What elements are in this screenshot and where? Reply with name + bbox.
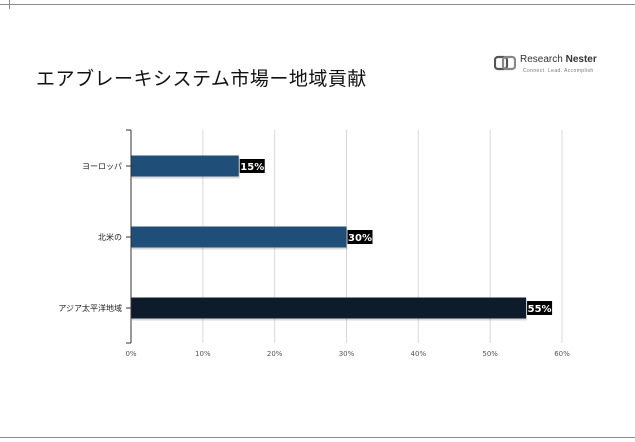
bottom-border [0,437,635,438]
bar-3 [131,297,527,319]
x-tick-label: 20% [267,350,283,358]
logo-mark-icon [494,55,516,71]
bars: 15% 30% 55% [131,155,553,321]
logo-name-part1: Research [520,54,563,65]
x-tick-label: 10% [195,350,211,358]
top-border [0,4,635,5]
corner-tick [9,0,10,9]
data-label: 30% [348,233,372,244]
chart-title: エアブレーキシステム市場ー地域貢献 [36,68,367,90]
data-label-bg [239,159,265,173]
x-tick-label: 30% [339,350,355,358]
category-label: アジア太平洋地域 [58,303,122,313]
data-label-bg [347,230,373,244]
research-nester-logo: Research Nester Connect. Lead. Accomplis… [494,53,604,77]
logo-name: Research Nester [520,54,597,65]
logo-tagline: Connect. Lead. Accomplish [523,68,594,74]
bar-2 [131,226,347,248]
data-label-bg [527,301,553,315]
x-tick-label: 40% [411,350,427,358]
data-label: 55% [528,304,552,315]
data-label: 15% [240,162,264,173]
logo-name-part2: Nester [565,54,597,65]
category-label: 北米の [98,232,122,242]
x-tick-label: 0% [125,350,136,358]
x-tick-label: 60% [554,350,570,358]
bar-1 [131,155,239,177]
category-label: ヨーロッパ [82,162,122,171]
x-tick-label: 50% [482,350,498,358]
